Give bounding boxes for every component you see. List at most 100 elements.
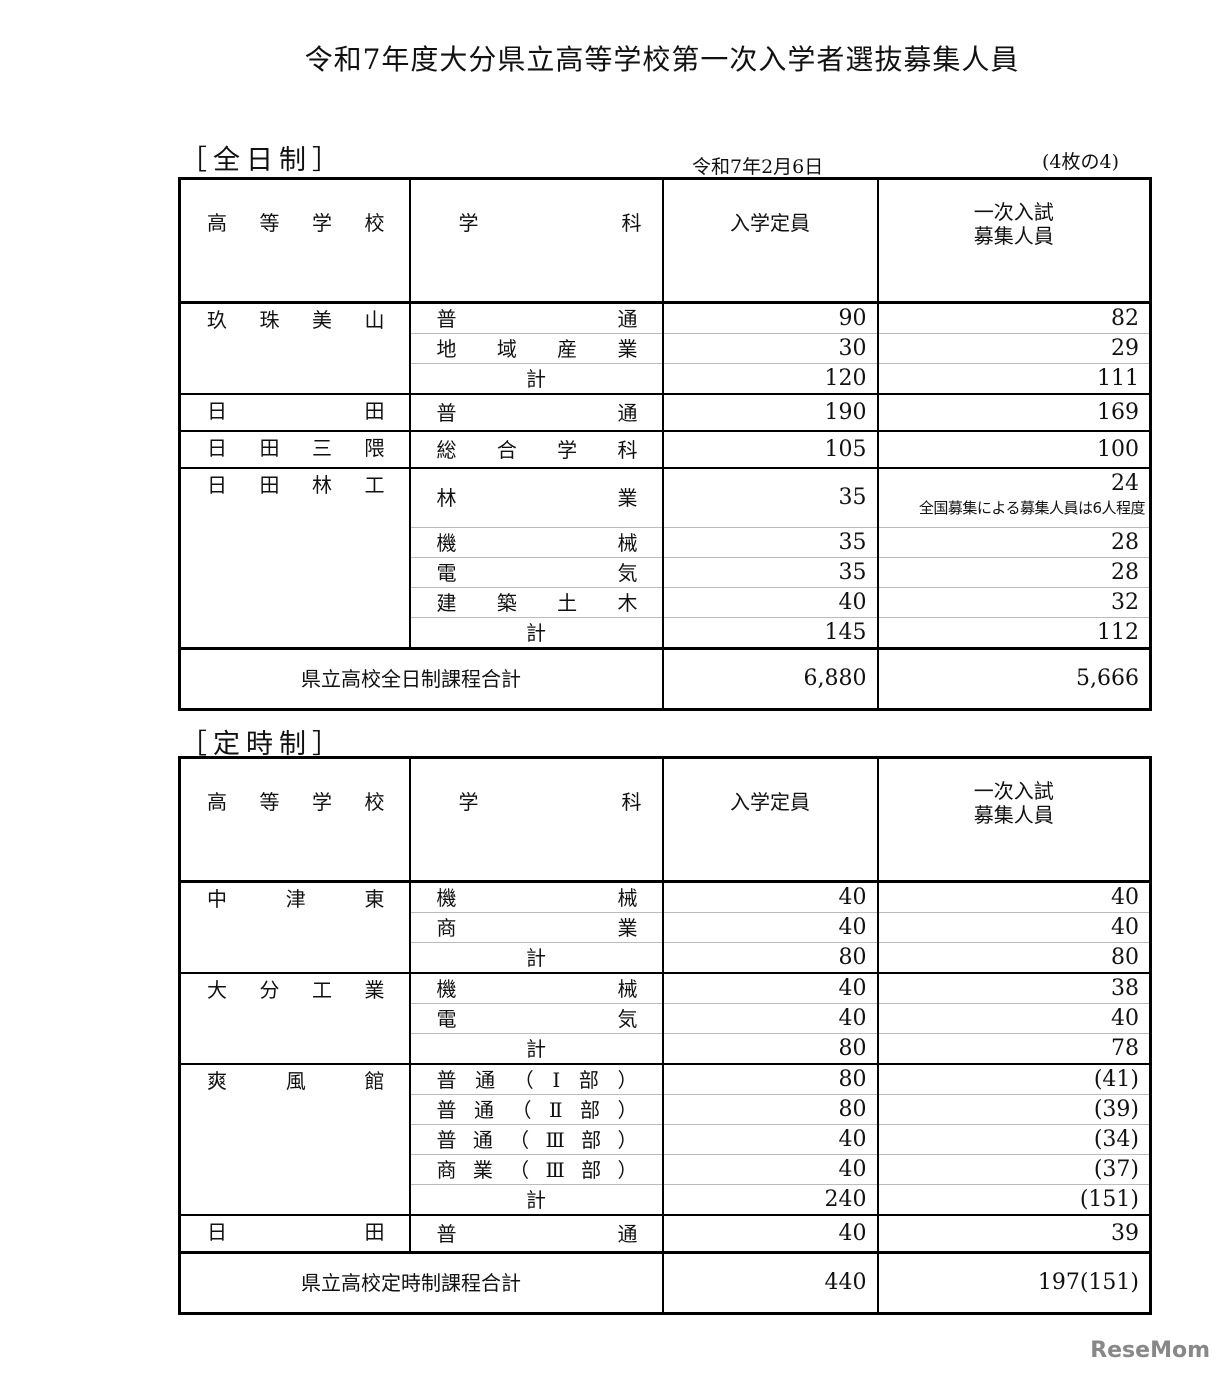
capacity-cell: 40: [661, 881, 879, 913]
dept-cell: 普通（Ⅰ部）: [408, 1063, 664, 1095]
dept-cell: 普通: [408, 393, 664, 431]
dept-label: 電気: [436, 1006, 638, 1031]
school-name: 日田三隈: [178, 430, 411, 468]
total-capacity: 6,880: [661, 647, 879, 710]
dept-label: 商業: [436, 915, 638, 940]
recruit-cell: 169: [876, 393, 1152, 431]
table-row: 日田 普通 40 39: [178, 1214, 1152, 1253]
school-name: 爽風館: [178, 1063, 411, 1215]
capacity-cell: 40: [661, 1154, 879, 1185]
dept-label: 地域産業: [436, 336, 638, 361]
recruit-cell: 28: [876, 557, 1152, 588]
header-school: 高等学校: [178, 178, 411, 304]
capacity-cell: 40: [661, 972, 879, 1004]
dept-cell: 普通（Ⅲ部）: [408, 1124, 664, 1155]
subtotal-capacity: 80: [661, 942, 879, 973]
school-name-label: 大分工業: [207, 978, 385, 1002]
dept-label: 林業: [436, 486, 638, 510]
header-recruit-line2: 募集人員: [973, 224, 1054, 248]
table-row: 日田三隈 総合学科 105 100: [178, 430, 1152, 468]
dept-cell: 普通（Ⅱ部）: [408, 1094, 664, 1125]
total-row: 県立高校定時制課程合計 440 197(151): [178, 1251, 1152, 1314]
total-recruit: 5,666: [876, 647, 1152, 710]
header-dept: 学科: [408, 757, 664, 883]
total-row: 県立高校全日制課程合計 6,880 5,666: [178, 647, 1152, 710]
parttime-table: 高等学校 学科 入学定員 一次入試 募集人員 中津東 機械 40 40 商業 40 40 計 80 80 大分…: [178, 756, 1152, 1315]
dept-label: 普通（Ⅱ部）: [436, 1097, 638, 1122]
school-name-label: 日田: [207, 1220, 385, 1244]
capacity-cell: 40: [661, 1003, 879, 1034]
dept-label: 普通: [436, 1221, 638, 1246]
dept-label: 普通: [436, 306, 638, 331]
capacity-cell: 35: [661, 527, 879, 558]
capacity-cell: 40: [661, 587, 879, 618]
recruit-cell: (41): [876, 1063, 1152, 1095]
school-name-label: 日田林工: [207, 473, 385, 497]
recruit-cell: 40: [876, 1003, 1152, 1034]
dept-cell: 電気: [408, 1003, 664, 1034]
table-row: 電気 35 28: [180, 557, 1152, 588]
dept-cell: 電気: [408, 557, 664, 588]
table-row: 爽風館 普通（Ⅰ部） 80 (41): [178, 1063, 1152, 1215]
school-name: 中津東: [178, 881, 411, 973]
total-label: 県立高校全日制課程合計: [178, 647, 664, 710]
table-row: 玖珠美山 普通 90 82: [178, 302, 1152, 394]
header-capacity: 入学定員: [661, 757, 879, 883]
school-name: 大分工業: [178, 972, 411, 1064]
dept-label: 電気: [436, 560, 638, 585]
section-label-parttime: ［定時制］: [180, 729, 345, 760]
capacity-cell: 40: [661, 1124, 879, 1155]
header-recruit-line1: 一次入試: [973, 779, 1054, 803]
header-capacity: 入学定員: [661, 178, 879, 304]
table-row: 建築土木 40 32: [180, 587, 1152, 618]
table-row: 日田 普通 190 169: [178, 393, 1152, 431]
recruit-cell: (34): [876, 1124, 1152, 1155]
subtotal-row: 計 145 112: [180, 617, 1152, 649]
table-row: 日田林工 林業 35 24 全国募集による募集人員は6人程度: [178, 467, 1152, 649]
total-label: 県立高校定時制課程合計: [178, 1251, 664, 1314]
dept-cell: 機械: [408, 972, 664, 1004]
capacity-cell: 35: [661, 557, 879, 588]
recruit-cell: 40: [876, 912, 1152, 943]
dept-cell: 商業（Ⅲ部）: [408, 1154, 664, 1185]
table-row: 機械 35 28: [180, 527, 1152, 558]
header-recruit-line2: 募集人員: [973, 803, 1054, 827]
dept-cell: 普通: [408, 1214, 664, 1253]
capacity-cell: 80: [661, 1063, 879, 1095]
page-title: 令和7年度大分県立高等学校第一次入学者選抜募集人員: [304, 43, 1020, 76]
dept-cell: 林業: [408, 467, 664, 528]
resemom-watermark-logo: ReseMom: [1090, 1338, 1210, 1363]
subtotal-label: 計: [408, 942, 664, 973]
recruit-cell: (39): [876, 1094, 1152, 1125]
table-row: 電気 40 40: [180, 1003, 1152, 1034]
header-recruit-line1: 一次入試: [973, 200, 1054, 224]
header-recruit: 一次入試 募集人員: [876, 757, 1152, 883]
dept-cell: 機械: [408, 881, 664, 913]
subtotal-row: 計 120 111: [180, 363, 1152, 394]
dept-label: 機械: [436, 885, 638, 910]
school-name: 日田: [178, 393, 411, 431]
header-school-label: 高等学校: [207, 790, 385, 814]
fulltime-table: 高等学校 学科 入学定員 一次入試 募集人員 玖珠美山 普通 90 82 地域産業 30 29 計 120…: [178, 177, 1152, 711]
school-name-label: 日田三隈: [207, 436, 385, 460]
dept-label: 機械: [436, 976, 638, 1001]
table-row: 商業（Ⅲ部） 40 (37): [180, 1154, 1152, 1185]
school-name: 玖珠美山: [178, 302, 411, 394]
table-row: 大分工業 機械 40 38: [178, 972, 1152, 1064]
subtotal-label: 計: [408, 617, 664, 649]
subtotal-capacity: 80: [661, 1033, 879, 1064]
subtotal-row: 計 80 78: [180, 1033, 1152, 1064]
dept-label: 総合学科: [436, 437, 638, 462]
recruit-cell: 29: [876, 333, 1152, 364]
subtotal-recruit: 80: [876, 942, 1152, 973]
subtotal-capacity: 120: [661, 363, 879, 394]
recruit-cell: 39: [876, 1214, 1152, 1253]
dept-cell: 商業: [408, 912, 664, 943]
capacity-cell: 30: [661, 333, 879, 364]
capacity-cell: 40: [661, 912, 879, 943]
dept-label: 機械: [436, 530, 638, 555]
subtotal-recruit: 111: [876, 363, 1152, 394]
school-name-label: 玖珠美山: [207, 308, 385, 332]
school-name: 日田: [178, 1214, 411, 1253]
section-label-fulltime: ［全日制］: [180, 145, 345, 176]
